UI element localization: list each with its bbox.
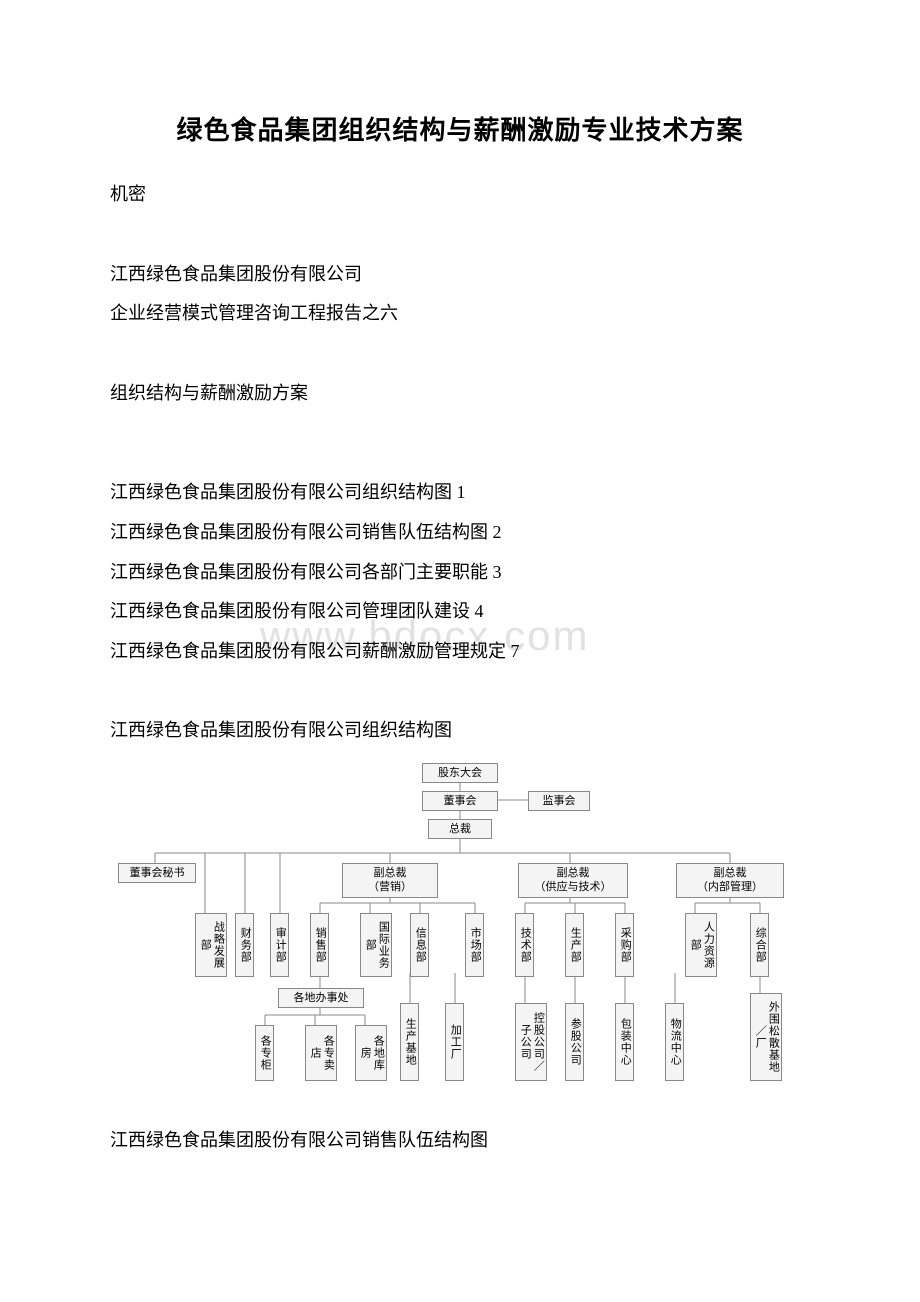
org-node: 销售部 <box>310 913 329 977</box>
org-node: 董事会秘书 <box>118 863 196 883</box>
toc-item: 江西绿色食品集团股份有限公司各部门主要职能 3 <box>110 553 810 593</box>
company-line: 江西绿色食品集团股份有限公司 <box>110 255 810 295</box>
org-chart: 股东大会 董事会 监事会 总裁 董事会秘书 副总裁 （营销） 副总裁 （供应与技… <box>110 763 810 1083</box>
org-node: 生产部 <box>565 913 584 977</box>
org-node: 战略发展部 <box>195 913 227 977</box>
org-node: 控股公司／子公司 <box>515 1003 547 1081</box>
org-node-label: 副总裁 <box>557 867 590 879</box>
org-node: 股东大会 <box>422 763 498 783</box>
org-node: 监事会 <box>528 791 590 811</box>
org-node: 综合部 <box>750 913 769 977</box>
report-line: 企业经营模式管理咨询工程报告之六 <box>110 294 810 334</box>
org-node: 加工厂 <box>445 1003 464 1081</box>
toc-item: 江西绿色食品集团股份有限公司销售队伍结构图 2 <box>110 513 810 553</box>
org-node: 人力资源部 <box>685 913 717 977</box>
org-node: 各专卖店 <box>305 1025 337 1081</box>
org-node-label: 副总裁 <box>374 867 407 879</box>
org-node: 物流中心 <box>665 1003 684 1081</box>
org-node: 参股公司 <box>565 1003 584 1081</box>
org-node: 外围松散基地／厂 <box>750 993 782 1081</box>
org-node: 包装中心 <box>615 1003 634 1081</box>
org-node: 财务部 <box>235 913 254 977</box>
org-node: 市场部 <box>465 913 484 977</box>
org-node: 采购部 <box>615 913 634 977</box>
toc-item: 江西绿色食品集团股份有限公司组织结构图 1 <box>110 473 810 513</box>
org-node: 技术部 <box>515 913 534 977</box>
toc-item: 江西绿色食品集团股份有限公司薪酬激励管理规定 7 <box>110 632 810 672</box>
section-heading: 江西绿色食品集团股份有限公司组织结构图 <box>110 711 810 751</box>
org-node-label: （营销） <box>368 881 412 893</box>
page-title: 绿色食品集团组织结构与薪酬激励专业技术方案 <box>110 110 810 147</box>
org-node: 副总裁 （内部管理） <box>676 863 784 898</box>
org-node: 国际业务部 <box>360 913 392 977</box>
org-node: 各专柜 <box>255 1025 274 1081</box>
toc-item: 江西绿色食品集团股份有限公司管理团队建设 4 <box>110 592 810 632</box>
org-node: 副总裁 （营销） <box>342 863 438 898</box>
org-node: 审计部 <box>270 913 289 977</box>
org-node: 信息部 <box>410 913 429 977</box>
org-node: 副总裁 （供应与技术） <box>518 863 628 898</box>
org-node: 总裁 <box>428 819 492 839</box>
org-node: 董事会 <box>422 791 498 811</box>
org-node: 各地库房 <box>355 1025 387 1081</box>
org-node-label: 副总裁 <box>714 867 747 879</box>
org-node: 生产基地 <box>400 1003 419 1081</box>
confidential-label: 机密 <box>110 175 810 215</box>
org-node: 各地办事处 <box>278 988 364 1008</box>
section-heading: 江西绿色食品集团股份有限公司销售队伍结构图 <box>110 1121 810 1161</box>
page-content: 绿色食品集团组织结构与薪酬激励专业技术方案 机密 江西绿色食品集团股份有限公司 … <box>110 110 810 1161</box>
subtitle: 组织结构与薪酬激励方案 <box>110 374 810 414</box>
org-node-label: （内部管理） <box>697 881 763 893</box>
org-node-label: （供应与技术） <box>535 881 612 893</box>
